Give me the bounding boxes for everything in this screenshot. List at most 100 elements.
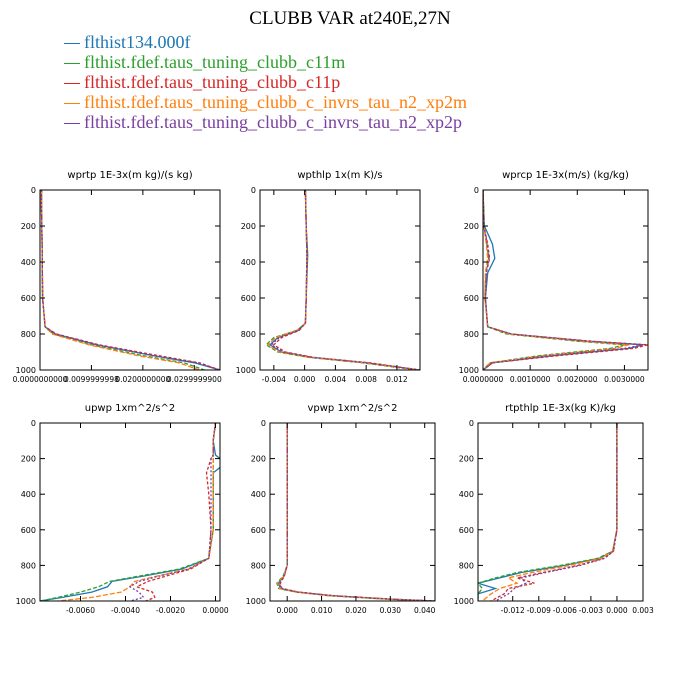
y-tick-label: 200	[464, 222, 479, 231]
series-line	[478, 423, 618, 601]
chart-panel: upwp 1xm^2/s^2 0 200 400 600 800 1000 -0.0060 -0…	[16, 403, 229, 615]
series-line	[276, 423, 434, 601]
legend-swatch	[64, 43, 80, 45]
series-line	[266, 190, 419, 370]
y-tick-label: 400	[464, 258, 479, 267]
series-group	[40, 423, 220, 601]
y-tick-label: 600	[21, 526, 36, 535]
x-tick-label: 0.0000000	[463, 375, 504, 384]
panel-frame	[259, 189, 421, 371]
legend-label: flthist.fdef.taus_tuning_clubb_c11m	[84, 52, 346, 72]
series-line	[279, 423, 435, 601]
x-tick-label: -0.006	[553, 606, 577, 615]
x-tick-label: -0.0040	[111, 606, 140, 615]
series-line	[268, 190, 420, 370]
series-line	[40, 190, 220, 370]
series-group	[483, 190, 648, 370]
x-tick-label: 0.008	[355, 375, 377, 384]
series-line	[276, 423, 432, 601]
legend-swatch	[64, 123, 80, 125]
legend-swatch	[64, 63, 80, 65]
series-line	[277, 423, 435, 601]
y-tick-label: 0	[474, 186, 479, 195]
chart-panel: wprcp 1E-3x(m/s) (kg/kg) 0 200 400 600 800 100…	[459, 170, 649, 384]
legend-entry: flthist.fdef.taus_tuning_clubb_c_invrs_t…	[64, 112, 467, 132]
x-tick-label: 0.0030000	[604, 375, 645, 384]
legend-label: flthist.fdef.taus_tuning_clubb_c_invrs_t…	[84, 92, 467, 112]
y-tick-label: 800	[241, 330, 256, 339]
panel-title: vpwp 1xm^2/s^2	[307, 403, 397, 414]
series-line	[272, 190, 420, 370]
x-tick-label: 0.0299999900	[167, 375, 222, 384]
y-tick-label: 800	[459, 561, 474, 570]
x-tick-label: 0.000	[606, 606, 628, 615]
chart-panel: wprtp 1E-3x(m kg)/(s kg) 0 200 400 600 800 100…	[13, 170, 222, 384]
x-tick-label: 0.020	[345, 606, 367, 615]
y-tick-label: 200	[241, 222, 256, 231]
y-tick-label: 800	[251, 561, 266, 570]
y-tick-label: 0	[261, 419, 266, 428]
legend: flthist134.000f flthist.fdef.taus_tuning_…	[64, 32, 467, 132]
panel-frame	[39, 189, 221, 371]
y-tick-label: 1000	[236, 366, 256, 375]
series-line	[483, 190, 644, 370]
series-line	[40, 190, 220, 370]
series-line	[270, 190, 420, 370]
y-tick-label: 200	[21, 222, 36, 231]
panel-title: rtpthlp 1E-3x(kg K)/kg	[505, 403, 616, 414]
panel-frame	[477, 422, 644, 602]
y-tick-label: 200	[459, 455, 474, 464]
legend-label: flthist.fdef.taus_tuning_clubb_c_invrs_t…	[84, 112, 462, 132]
series-line	[40, 190, 220, 370]
x-tick-label: 0.0000000000	[13, 375, 68, 384]
y-tick-label: 600	[464, 294, 479, 303]
y-tick-label: 400	[251, 490, 266, 499]
legend-entry: flthist.fdef.taus_tuning_clubb_c11p	[64, 72, 467, 92]
x-tick-label: 0.0020000	[557, 375, 598, 384]
panel-title: upwp 1xm^2/s^2	[85, 403, 175, 414]
x-tick-label: 0.040	[414, 606, 436, 615]
y-tick-label: 400	[21, 258, 36, 267]
panel-frame	[482, 189, 649, 371]
x-tick-label: -0.0020	[156, 606, 185, 615]
x-tick-label: -0.012	[501, 606, 525, 615]
chart-panel: wpthlp 1x(m K)/s 0 200 400 600 800 1000 -0.004 0…	[236, 170, 421, 384]
y-tick-label: 1000	[16, 597, 36, 606]
series-line	[40, 423, 220, 601]
y-tick-label: 800	[21, 330, 36, 339]
x-tick-label: 0.000	[294, 375, 316, 384]
panel-frame	[39, 422, 221, 602]
x-tick-label: 0.010	[311, 606, 333, 615]
series-line	[481, 423, 618, 601]
x-tick-label: 0.030	[380, 606, 402, 615]
panel-title: wprcp 1E-3x(m/s) (kg/kg)	[502, 170, 629, 181]
y-tick-label: 1000	[454, 597, 474, 606]
legend-entry: flthist.fdef.taus_tuning_clubb_c_invrs_t…	[64, 92, 467, 112]
legend-entry: flthist.fdef.taus_tuning_clubb_c11m	[64, 52, 467, 72]
y-tick-label: 0	[31, 186, 36, 195]
legend-swatch	[64, 83, 80, 85]
series-line	[278, 423, 435, 601]
series-group	[265, 190, 420, 370]
y-tick-label: 600	[251, 526, 266, 535]
y-tick-label: 1000	[246, 597, 266, 606]
y-tick-label: 1000	[459, 366, 479, 375]
y-tick-label: 0	[469, 419, 474, 428]
series-group	[478, 423, 618, 601]
y-tick-label: 400	[459, 490, 474, 499]
panel-title: wpthlp 1x(m K)/s	[297, 170, 382, 181]
y-tick-label: 200	[21, 455, 36, 464]
y-tick-label: 400	[21, 490, 36, 499]
y-tick-label: 200	[251, 455, 266, 464]
legend-label: flthist134.000f	[84, 32, 191, 52]
x-tick-label: 0.012	[386, 375, 408, 384]
panel-title: wprtp 1E-3x(m kg)/(s kg)	[67, 170, 192, 181]
legend-entry: flthist134.000f	[64, 32, 467, 52]
x-tick-label: 0.0000	[202, 606, 228, 615]
series-line	[495, 423, 618, 601]
series-line	[40, 423, 217, 601]
y-tick-label: 400	[241, 258, 256, 267]
x-tick-label: 0.004	[325, 375, 347, 384]
chart-panel: vpwp 1xm^2/s^2 0 200 400 600 800 1000 0.000 0.01…	[246, 403, 436, 615]
